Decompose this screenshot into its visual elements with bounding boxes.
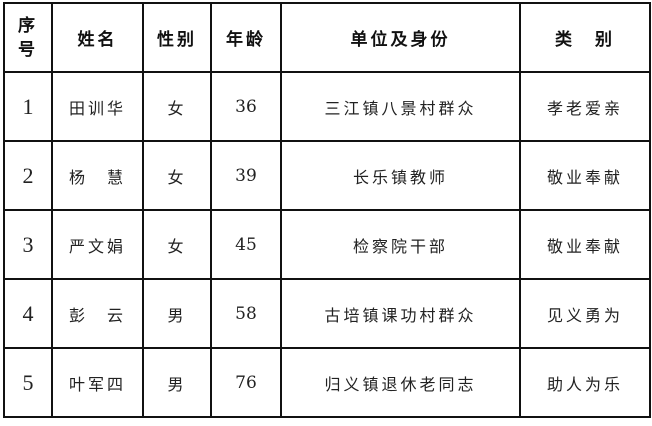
cell-seq: 2	[3, 140, 53, 211]
cell-unit: 长乐镇教师	[280, 140, 521, 211]
header-gender: 性别	[142, 2, 212, 73]
cell-unit: 检察院干部	[280, 209, 521, 280]
cell-age: 36	[210, 71, 282, 142]
cell-name: 叶军四	[51, 347, 144, 418]
table-row: 3 严文娟 女 45 检察院干部 敬业奉献	[3, 209, 651, 280]
cell-name: 彭 云	[51, 278, 144, 349]
cell-age: 39	[210, 140, 282, 211]
table-row: 2 杨 慧 女 39 长乐镇教师 敬业奉献	[3, 140, 651, 211]
header-category: 类 别	[519, 2, 651, 73]
header-seq: 序号	[3, 2, 53, 73]
cell-name: 田训华	[51, 71, 144, 142]
cell-category: 敬业奉献	[519, 209, 651, 280]
cell-age: 58	[210, 278, 282, 349]
cell-age: 76	[210, 347, 282, 418]
header-row: 序号 姓名 性别 年龄 单位及身份 类 别	[3, 2, 651, 73]
table-row: 5 叶军四 男 76 归义镇退休老同志 助人为乐	[3, 347, 651, 418]
cell-age: 45	[210, 209, 282, 280]
cell-gender: 女	[142, 209, 212, 280]
cell-unit: 古培镇课功村群众	[280, 278, 521, 349]
cell-seq: 4	[3, 278, 53, 349]
cell-unit: 归义镇退休老同志	[280, 347, 521, 418]
cell-seq: 1	[3, 71, 53, 142]
cell-name: 严文娟	[51, 209, 144, 280]
header-name: 姓名	[51, 2, 144, 73]
header-age: 年龄	[210, 2, 282, 73]
cell-category: 助人为乐	[519, 347, 651, 418]
cell-unit: 三江镇八景村群众	[280, 71, 521, 142]
cell-name: 杨 慧	[51, 140, 144, 211]
table-row: 4 彭 云 男 58 古培镇课功村群众 见义勇为	[3, 278, 651, 349]
honor-list-table: 序号 姓名 性别 年龄 单位及身份 类 别 1 田训华 女 36 三江镇八景村群…	[3, 2, 651, 418]
cell-category: 敬业奉献	[519, 140, 651, 211]
cell-seq: 3	[3, 209, 53, 280]
cell-category: 孝老爱亲	[519, 71, 651, 142]
header-unit: 单位及身份	[280, 2, 521, 73]
cell-category: 见义勇为	[519, 278, 651, 349]
cell-gender: 男	[142, 347, 212, 418]
cell-gender: 女	[142, 71, 212, 142]
cell-gender: 男	[142, 278, 212, 349]
cell-gender: 女	[142, 140, 212, 211]
table-row: 1 田训华 女 36 三江镇八景村群众 孝老爱亲	[3, 71, 651, 142]
cell-seq: 5	[3, 347, 53, 418]
